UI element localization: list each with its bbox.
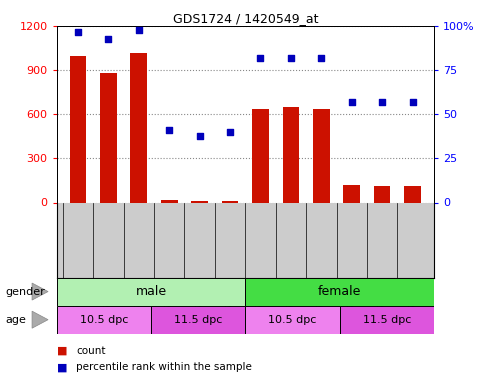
Bar bbox=[161, 200, 177, 202]
Point bbox=[317, 55, 325, 61]
Bar bbox=[100, 73, 117, 202]
Bar bbox=[374, 186, 390, 202]
Text: count: count bbox=[76, 346, 106, 355]
Point bbox=[226, 129, 234, 135]
Point bbox=[135, 27, 143, 33]
Bar bbox=[343, 185, 360, 202]
Bar bbox=[57, 278, 245, 306]
Text: male: male bbox=[136, 285, 167, 298]
Text: ■: ■ bbox=[57, 363, 67, 372]
Point bbox=[287, 55, 295, 61]
Point bbox=[378, 99, 386, 105]
Bar bbox=[282, 107, 299, 202]
Text: gender: gender bbox=[5, 286, 45, 297]
Text: 10.5 dpc: 10.5 dpc bbox=[268, 315, 317, 325]
Point bbox=[165, 127, 173, 133]
Bar bbox=[313, 108, 330, 202]
Bar bbox=[252, 108, 269, 202]
Point bbox=[256, 55, 264, 61]
Bar bbox=[191, 201, 208, 202]
Bar bbox=[340, 306, 434, 334]
Bar bbox=[404, 186, 421, 202]
Text: female: female bbox=[318, 285, 361, 298]
Text: age: age bbox=[5, 315, 26, 325]
Bar bbox=[57, 306, 151, 334]
Bar bbox=[131, 53, 147, 202]
Bar bbox=[245, 306, 340, 334]
Point bbox=[348, 99, 355, 105]
Bar bbox=[151, 306, 245, 334]
Title: GDS1724 / 1420549_at: GDS1724 / 1420549_at bbox=[173, 12, 318, 25]
Bar bbox=[245, 278, 434, 306]
Point bbox=[409, 99, 417, 105]
Text: 10.5 dpc: 10.5 dpc bbox=[80, 315, 128, 325]
Polygon shape bbox=[32, 311, 48, 328]
Text: 11.5 dpc: 11.5 dpc bbox=[174, 315, 222, 325]
Bar bbox=[70, 56, 86, 202]
Text: ■: ■ bbox=[57, 346, 67, 355]
Point bbox=[196, 132, 204, 138]
Bar bbox=[222, 201, 239, 202]
Point bbox=[105, 36, 112, 42]
Text: 11.5 dpc: 11.5 dpc bbox=[362, 315, 411, 325]
Polygon shape bbox=[32, 283, 48, 300]
Point bbox=[74, 28, 82, 34]
Text: percentile rank within the sample: percentile rank within the sample bbox=[76, 363, 252, 372]
